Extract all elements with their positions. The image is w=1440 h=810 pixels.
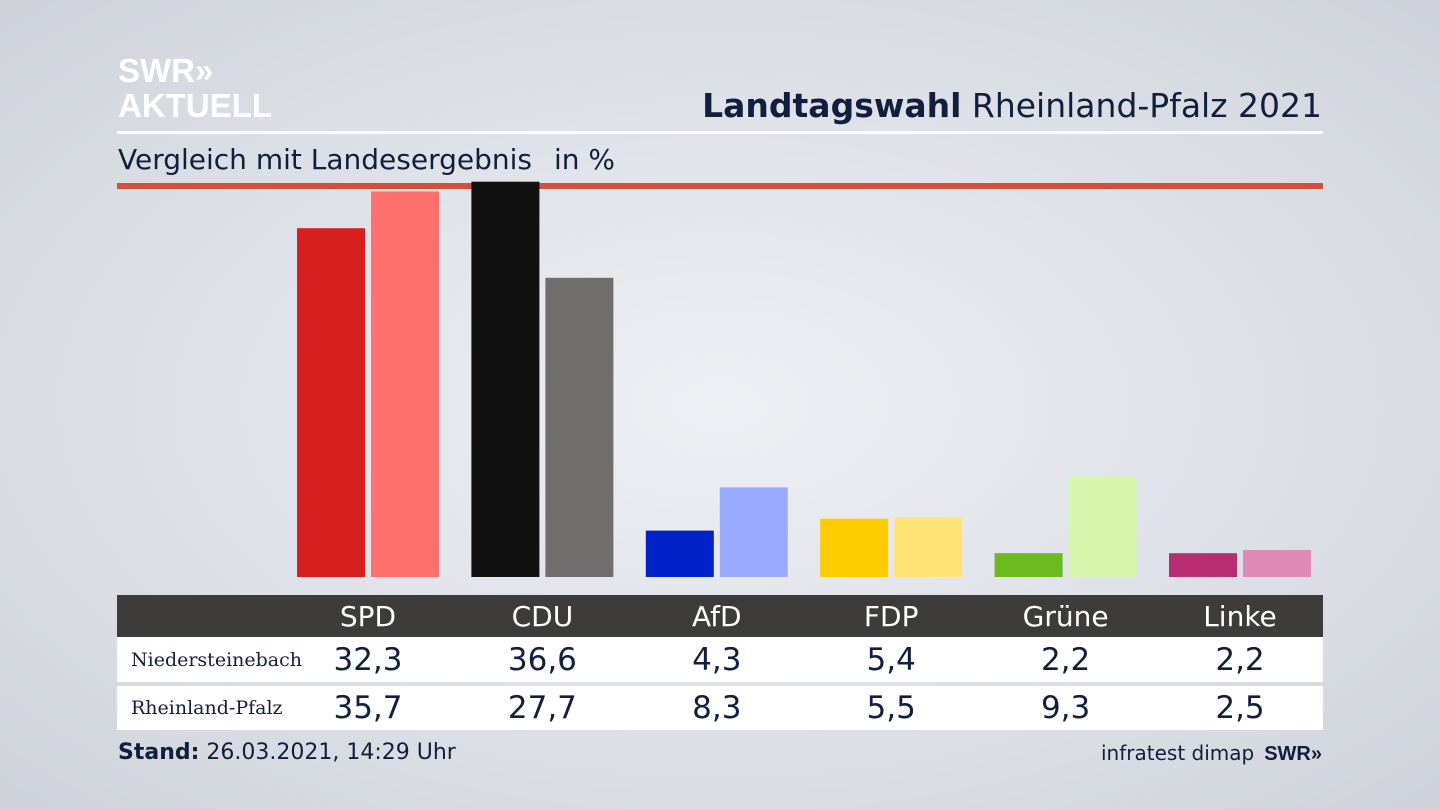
bar-linke-rheinland-pfalz — [1243, 550, 1311, 577]
logo-line-1: SWR» — [118, 52, 214, 89]
subtitle-text: Vergleich mit Landesergebnis — [118, 143, 532, 176]
table-cell: 5,5 — [866, 690, 916, 726]
bar-fdp-niedersteinebach — [820, 518, 889, 577]
table-cell: 32,3 — [333, 641, 403, 678]
column-header: CDU — [511, 599, 574, 633]
stand-value: 26.03.2021, 14:29 Uhr — [199, 740, 456, 765]
table-cell: 5,4 — [866, 641, 916, 678]
title-rest: Rheinland-Pfalz 2021 — [971, 86, 1322, 125]
table-cell: 35,7 — [333, 690, 403, 726]
table-cell: 2,5 — [1215, 690, 1265, 726]
table-cell: 8,3 — [692, 690, 742, 726]
table-row: Rheinland-Pfalz 35,7 27,7 8,3 5,5 9,3 2,5 — [117, 686, 1323, 730]
title-bold: Landtagswahl — [702, 86, 962, 125]
column-header: FDP — [863, 599, 919, 633]
source-credit: infratest dimap SWR» — [1101, 741, 1322, 766]
bar-cdu-niedersteinebach — [471, 181, 540, 577]
source-text: infratest dimap — [1101, 741, 1255, 765]
title-divider — [117, 131, 1323, 134]
table-cell: 36,6 — [507, 641, 577, 678]
table-header-row: SPD CDU AfD FDP Grüne Linke — [117, 595, 1323, 637]
bar-grne-rheinland-pfalz — [1068, 476, 1137, 577]
subtitle-unit: in % — [553, 143, 616, 176]
column-header: AfD — [692, 599, 742, 633]
chart-subtitle: Vergleich mit Landesergebnis in % — [118, 143, 615, 176]
page-title: Landtagswahl Rheinland-Pfalz 2021 — [702, 86, 1322, 125]
table-row: Niedersteinebach 32,3 36,6 4,3 5,4 2,2 2,2 — [117, 637, 1323, 682]
table-cell: 2,2 — [1040, 641, 1091, 678]
bar-spd-niedersteinebach — [297, 228, 365, 577]
column-header: Linke — [1203, 599, 1277, 633]
logo-line-2: AKTUELL — [118, 87, 272, 124]
row-label: Rheinland-Pfalz — [131, 697, 283, 719]
table-cell: 4,3 — [692, 641, 742, 678]
column-header: SPD — [339, 599, 397, 633]
bar-afd-niedersteinebach — [645, 530, 714, 577]
subtitle-divider — [117, 183, 1323, 189]
stand-label: Stand: — [118, 740, 200, 765]
bar-cdu-rheinland-pfalz — [545, 277, 614, 577]
table-cell: 2,2 — [1215, 641, 1265, 678]
bar-fdp-rheinland-pfalz — [894, 517, 963, 577]
swr-aktuell-logo: SWR» AKTUELL — [118, 54, 272, 122]
bar-grne-niedersteinebach — [994, 553, 1063, 577]
results-table: SPD CDU AfD FDP Grüne Linke Niedersteinebach … — [117, 595, 1323, 730]
column-header: Grüne — [1022, 599, 1109, 633]
swr-brand: SWR» — [1264, 743, 1322, 765]
timestamp: Stand: 26.03.2021, 14:29 Uhr — [118, 740, 456, 765]
bar-afd-rheinland-pfalz — [719, 487, 788, 577]
table-cell: 9,3 — [1040, 690, 1091, 726]
table-cell: 27,7 — [507, 690, 577, 726]
bar-spd-rheinland-pfalz — [371, 191, 439, 577]
row-label: Niedersteinebach — [131, 648, 302, 671]
bar-linke-niedersteinebach — [1169, 553, 1237, 577]
